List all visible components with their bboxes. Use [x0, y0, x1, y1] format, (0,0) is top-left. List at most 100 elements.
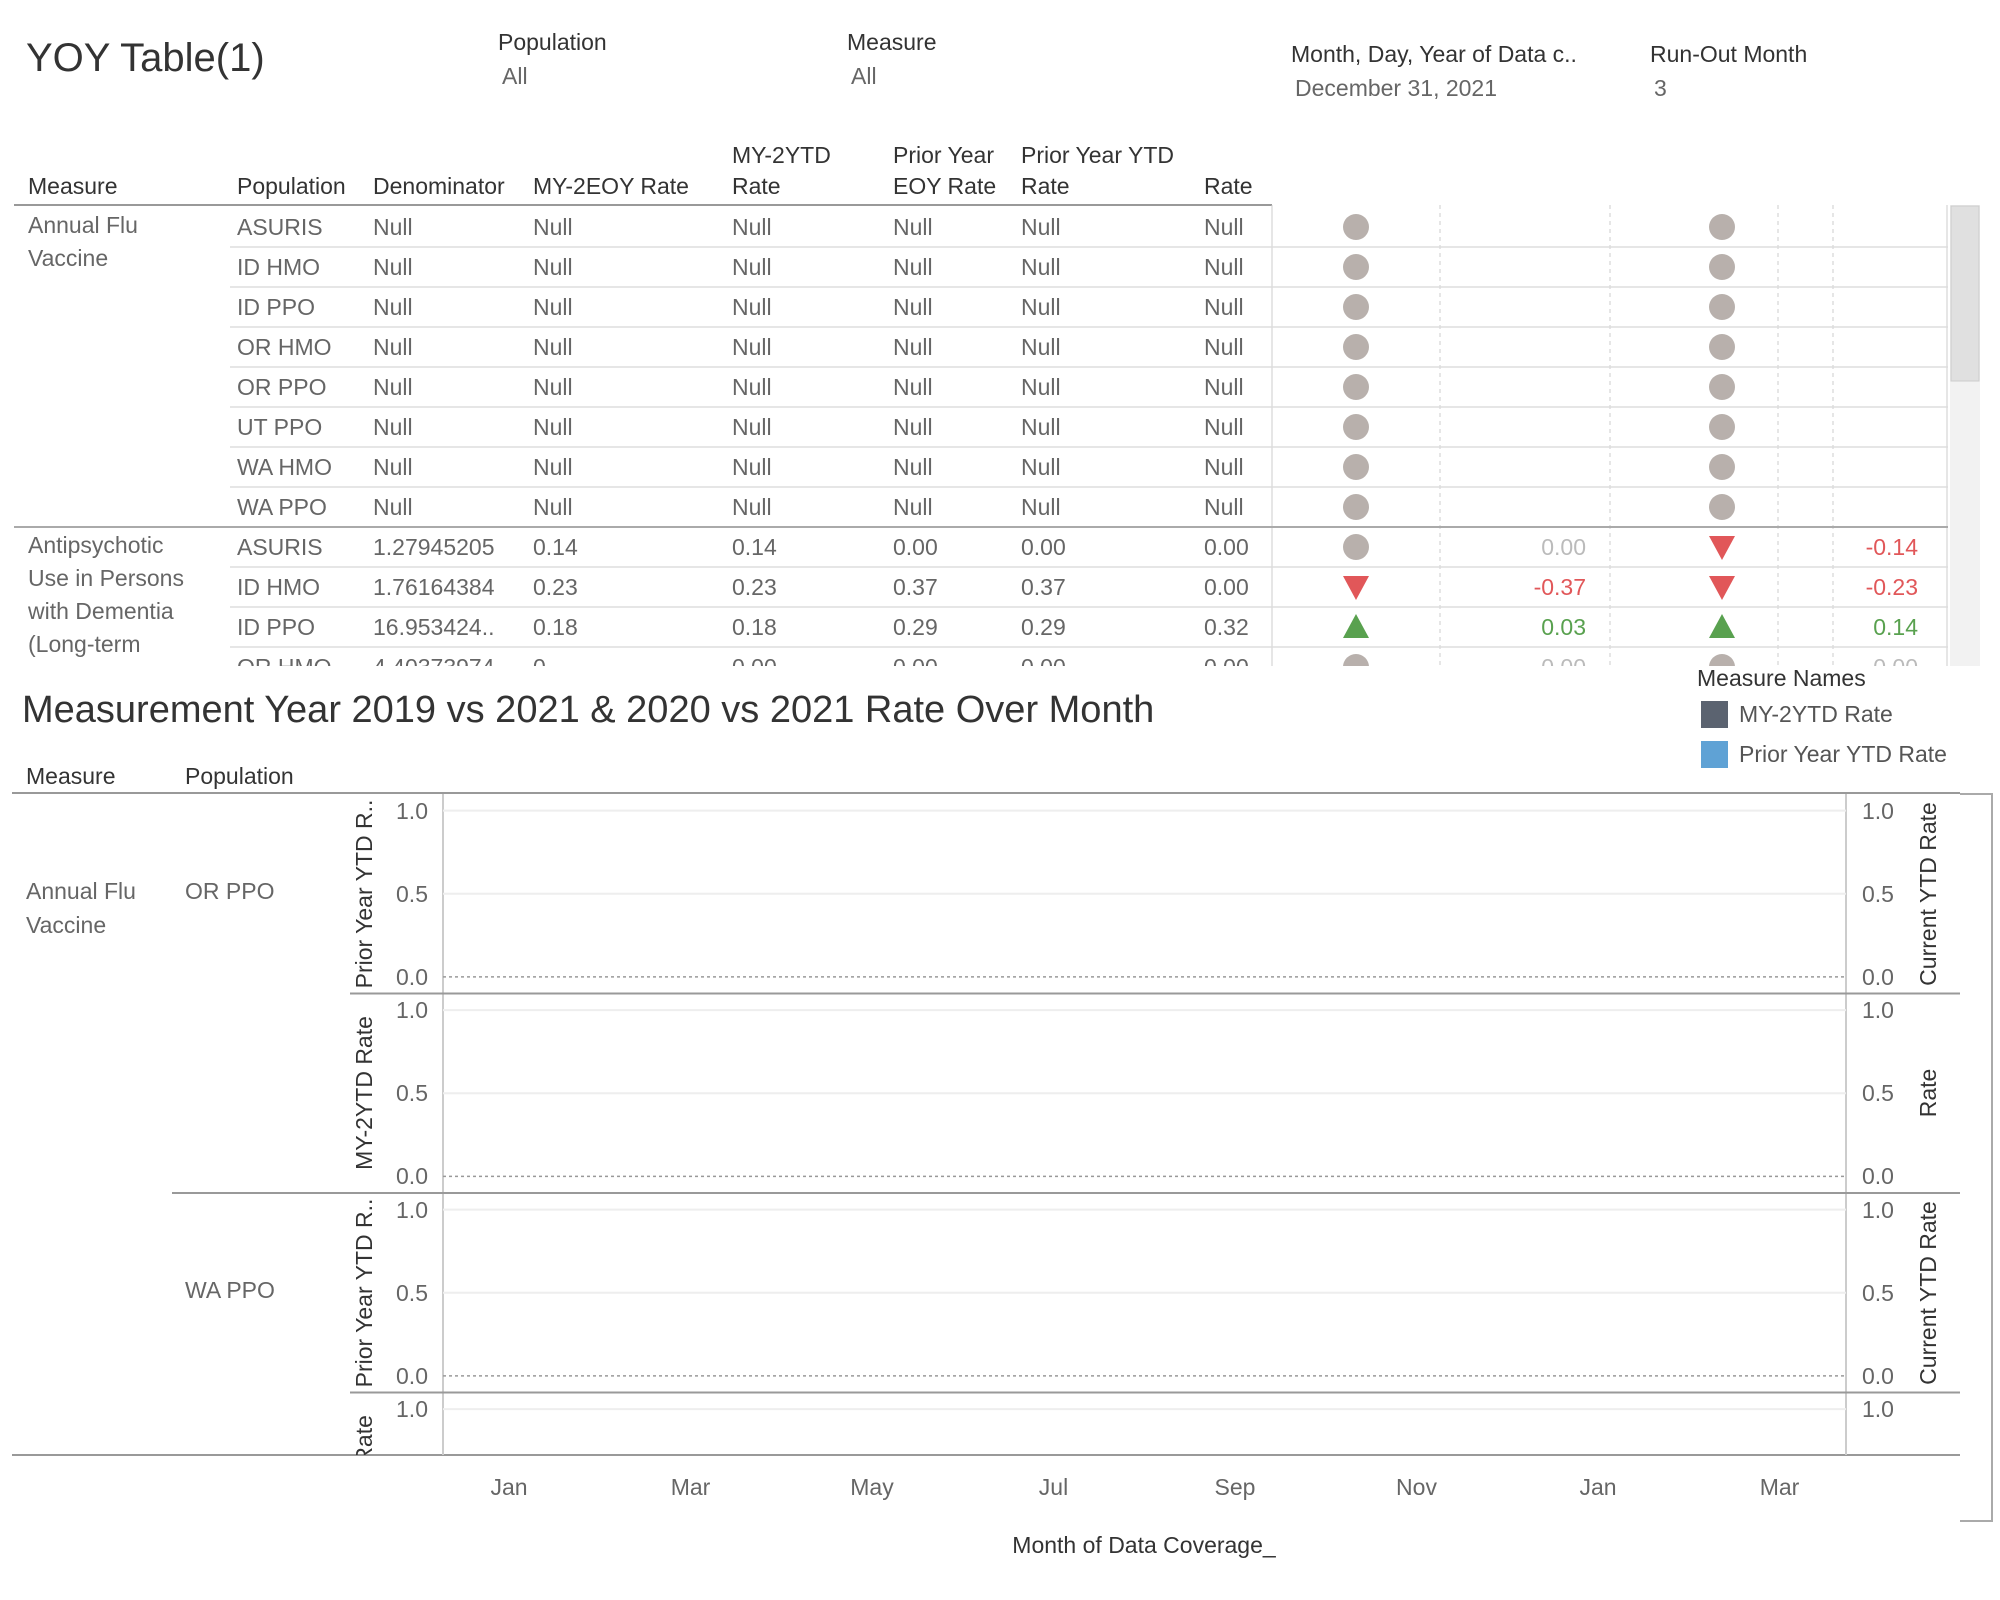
- table-cell: Null: [1204, 374, 1244, 400]
- y-tick-label: 0.0: [1862, 1163, 1894, 1190]
- y-tick-label: 0.5: [396, 880, 428, 907]
- measure-label: Antipsychotic Use in Persons with Dement…: [28, 532, 184, 657]
- column-header: Denominator: [373, 173, 505, 199]
- column-header: Population: [237, 173, 346, 199]
- table-cell: Null: [1204, 334, 1244, 360]
- x-tick-label: May: [850, 1474, 894, 1500]
- table-cell: Null: [893, 414, 933, 440]
- table-cell: ID HMO: [237, 574, 321, 600]
- table-cell: Null: [732, 494, 772, 520]
- table-cell: Null: [373, 494, 413, 520]
- indicator: [1343, 614, 1369, 638]
- column-header: MY-2EOY Rate: [533, 173, 689, 199]
- table-cell: Null: [533, 254, 573, 280]
- table-cell: Null: [1021, 294, 1061, 320]
- x-tick-label: Mar: [670, 1474, 711, 1500]
- y-tick-label: 1.0: [396, 797, 428, 824]
- table-cell: 0.29: [893, 614, 938, 640]
- column-header: Prior Year YTD Rate: [1021, 142, 1174, 199]
- y-tick-label: 0.0: [396, 963, 428, 990]
- indicator: [1343, 214, 1369, 240]
- chart-column-header: Measure: [26, 763, 116, 789]
- table-cell: Null: [893, 334, 933, 360]
- change-label: 0.00: [1830, 653, 1918, 666]
- filter-value[interactable]: 3: [1654, 75, 1667, 101]
- table-cell: 0.18: [732, 614, 777, 640]
- table-cell: 0.37: [1021, 574, 1066, 600]
- table-cell: Null: [893, 494, 933, 520]
- table-cell: 1.27945205: [373, 534, 495, 560]
- x-tick-label: Jan: [1579, 1474, 1617, 1500]
- x-tick-label: Jan: [490, 1474, 528, 1500]
- change-label: 0.03: [1541, 614, 1586, 640]
- change-label: -0.23: [1865, 574, 1918, 600]
- change-label: -0.14: [1865, 534, 1918, 560]
- table-cell: Null: [1021, 214, 1061, 240]
- y-tick-label: 1.0: [1862, 997, 1894, 1024]
- y-tick-label: 1.0: [1862, 1396, 1894, 1423]
- y-tick-label: 0.5: [1862, 880, 1894, 907]
- change-label: -0.37: [1533, 574, 1586, 600]
- table-body: Annual Flu Vaccine ASURIS Null Null Null Null…: [0, 205, 1948, 666]
- table-cell: Null: [1204, 494, 1244, 520]
- measure-label: Annual Flu Vaccine: [28, 212, 138, 271]
- table-cell: Null: [373, 214, 413, 240]
- legend-swatch: [1701, 741, 1728, 768]
- table-cell: 0.14: [533, 534, 578, 560]
- filter-value[interactable]: All: [851, 63, 877, 89]
- filter-label: Measure: [847, 29, 937, 55]
- table-cell: 0.00: [893, 534, 938, 560]
- table-cell: 0.14: [732, 534, 777, 560]
- indicator: [1709, 374, 1735, 400]
- table-cell: Null: [1204, 254, 1244, 280]
- table-cell: Null: [1021, 454, 1061, 480]
- indicator: [1343, 414, 1369, 440]
- table-cell: 0.32: [1204, 614, 1249, 640]
- table-cell: 4.40373974: [373, 653, 495, 666]
- table-cell: Null: [1021, 374, 1061, 400]
- table-cell: OR HMO: [237, 653, 332, 666]
- indicator: [1343, 454, 1369, 480]
- table-cell: Null: [732, 374, 772, 400]
- table-cell: Null: [373, 374, 413, 400]
- chart-body: Annual Flu Vaccine OR PPO 0.0 0.0 0.5 0.5 1.0 1…: [0, 794, 1960, 1455]
- axis-title: Prior Year YTD R..: [351, 799, 377, 989]
- filter-value[interactable]: December 31, 2021: [1295, 75, 1498, 101]
- legend-item[interactable]: MY-2YTD Rate: [1739, 701, 1893, 727]
- y-tick-label: 0.5: [1862, 1080, 1894, 1107]
- table-cell: 0: [533, 653, 546, 666]
- y-tick-label: 0.5: [1862, 1279, 1894, 1306]
- table-cell: Null: [533, 494, 573, 520]
- table-cell: Null: [373, 414, 413, 440]
- filter-label: Population: [498, 29, 607, 55]
- table-cell: Null: [1021, 494, 1061, 520]
- table-cell: Null: [533, 214, 573, 240]
- table-lines: [14, 205, 1948, 666]
- table-cell: 0.00: [1204, 653, 1249, 666]
- indicator: [1709, 614, 1735, 638]
- table-cell: ID PPO: [237, 294, 315, 320]
- y-tick-label: 0.0: [396, 1163, 428, 1190]
- y-tick-label: 1.0: [396, 997, 428, 1024]
- table-cell: Null: [732, 414, 772, 440]
- change-label: 0.14: [1873, 614, 1918, 640]
- indicator: [1709, 334, 1735, 360]
- table-cell: Null: [533, 374, 573, 400]
- indicator: [1709, 494, 1735, 520]
- y-tick-label: 0.0: [1862, 963, 1894, 990]
- filter-label: Month, Day, Year of Data c..: [1291, 41, 1577, 67]
- y-tick-label: 0.5: [396, 1080, 428, 1107]
- axis-title: Current YTD Rate: [1915, 1200, 1941, 1385]
- table-cell: 0.37: [893, 574, 938, 600]
- indicator: [1343, 254, 1369, 280]
- axis-title: Rate: [1915, 1068, 1941, 1118]
- scrollbar-thumb[interactable]: [1950, 205, 1980, 382]
- indicator: [1343, 576, 1369, 600]
- chart-column-header: Population: [185, 763, 294, 789]
- indicator: [1709, 414, 1735, 440]
- legend-item[interactable]: Prior Year YTD Rate: [1739, 741, 1947, 767]
- filter-value[interactable]: All: [502, 63, 528, 89]
- table-cell: Null: [533, 414, 573, 440]
- axis-title: MY-2YTD Rate: [350, 1415, 378, 1455]
